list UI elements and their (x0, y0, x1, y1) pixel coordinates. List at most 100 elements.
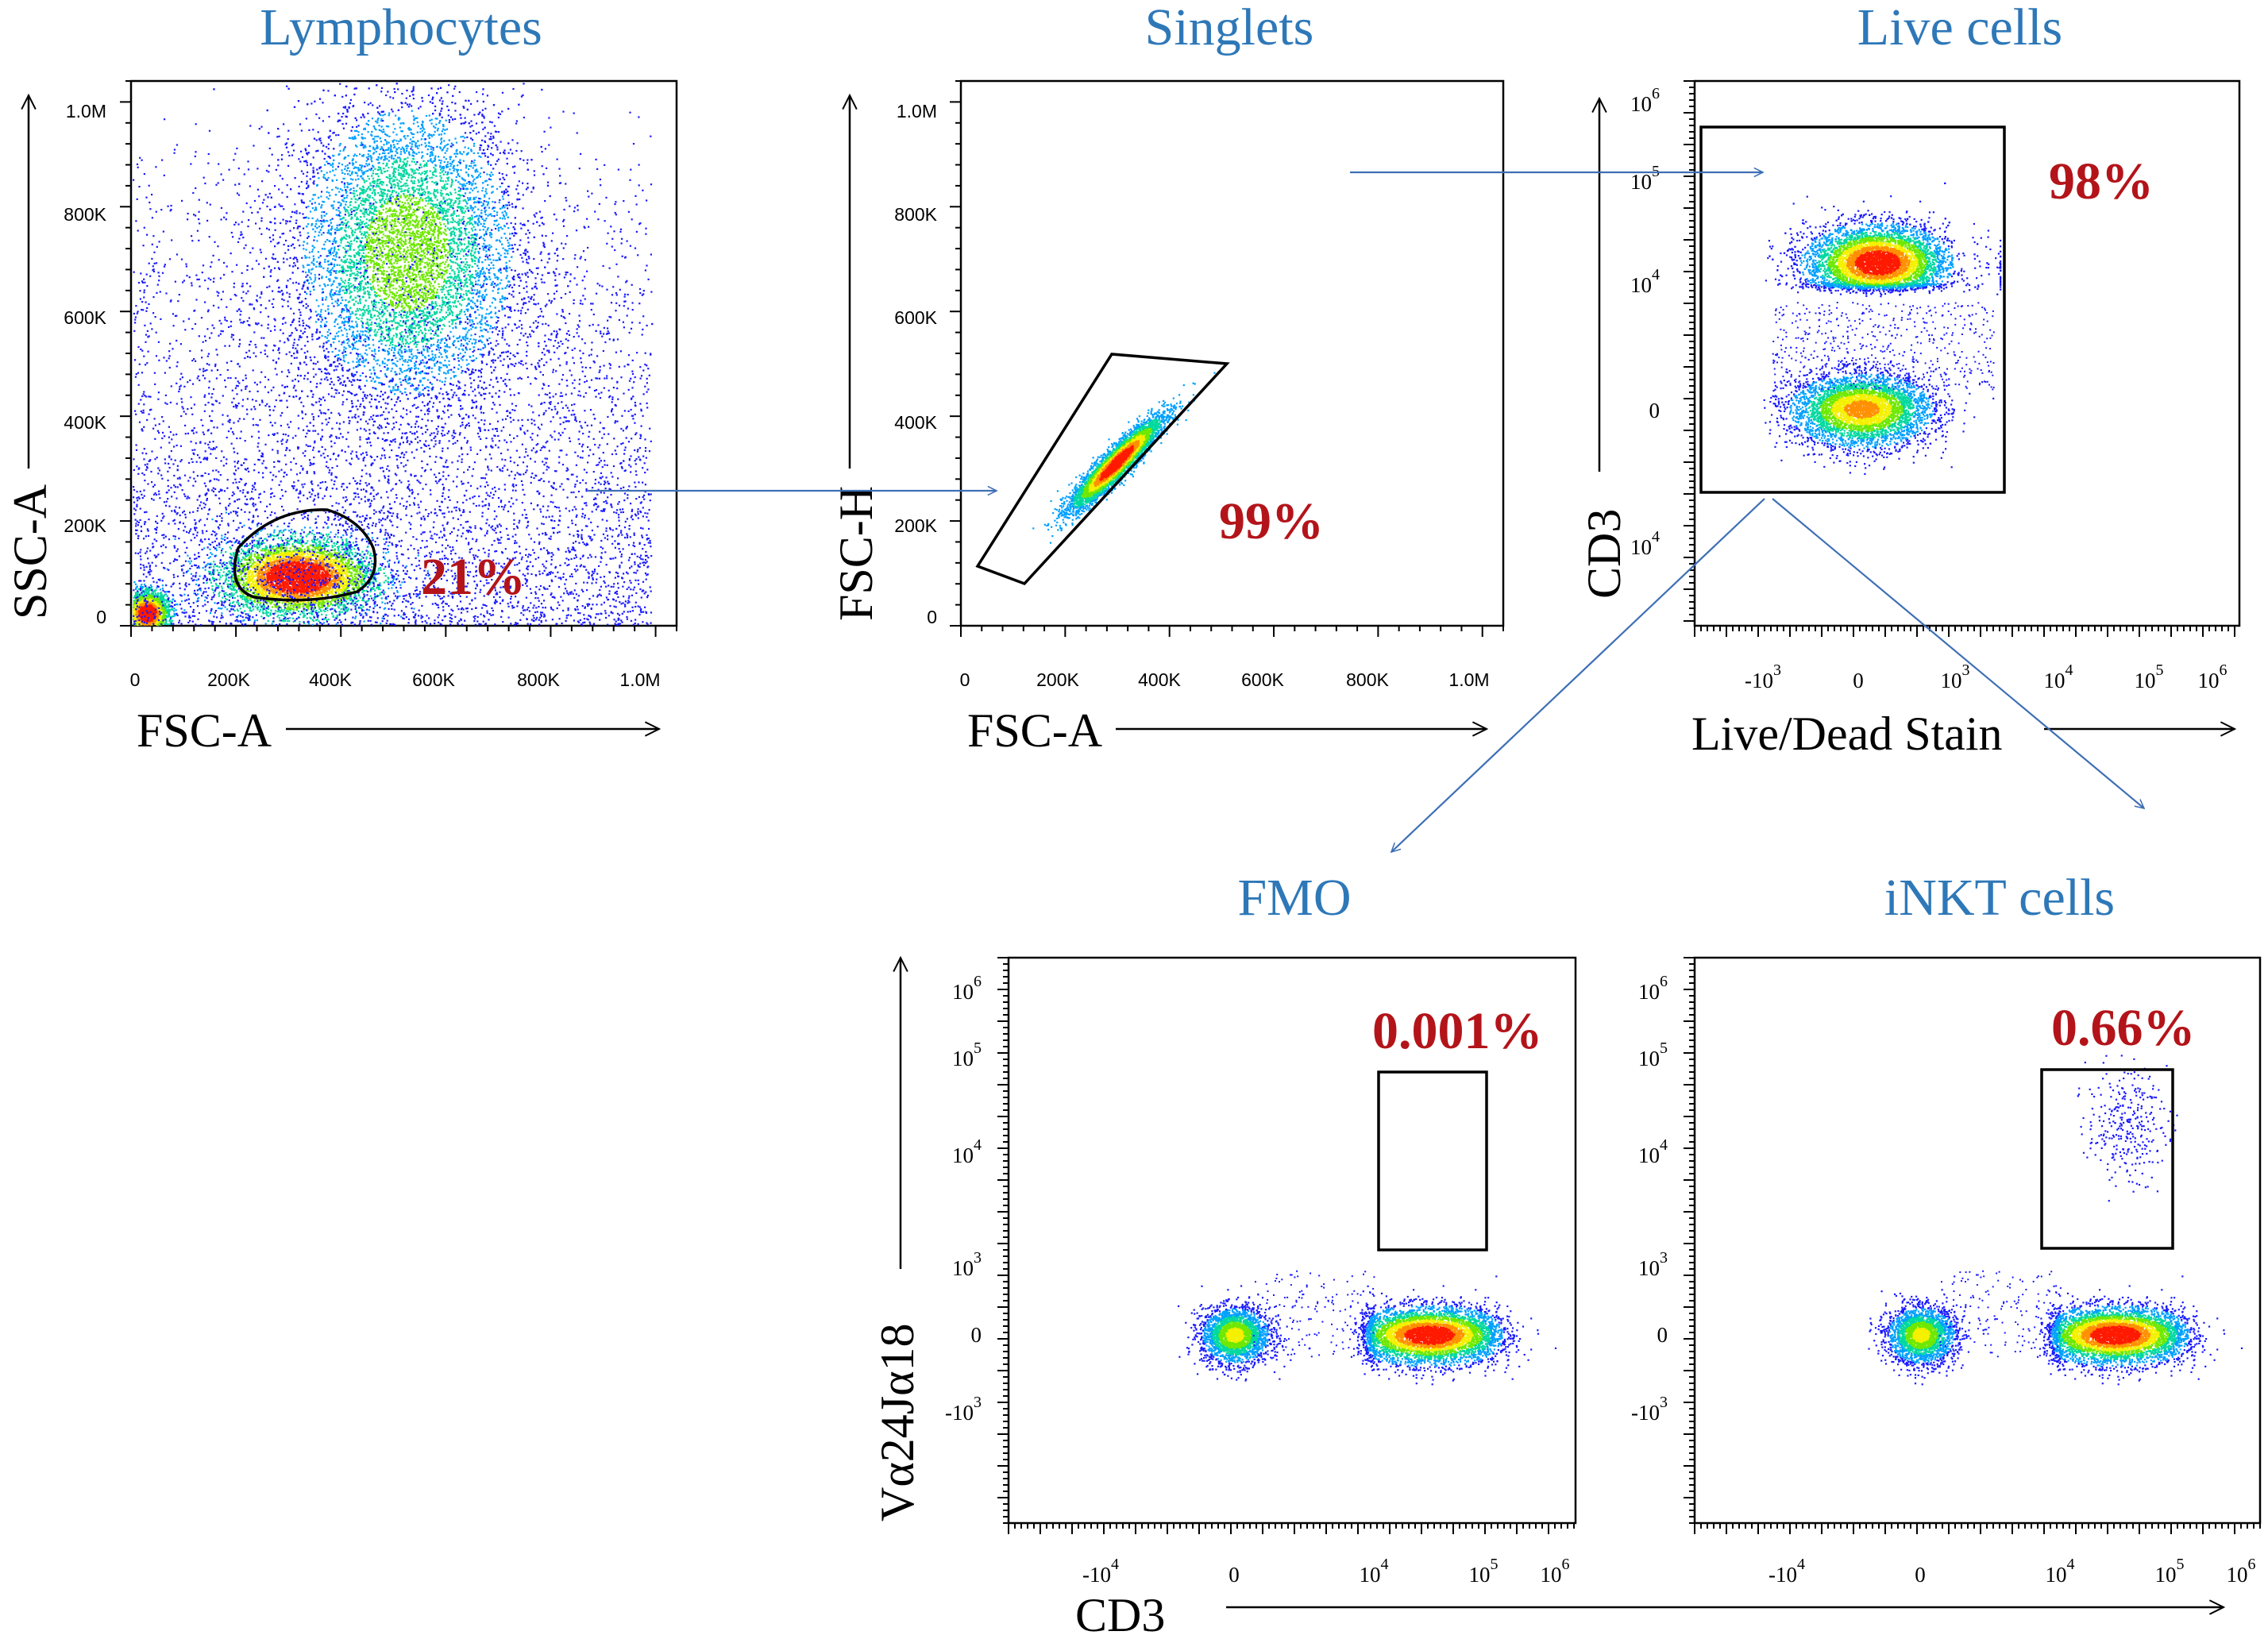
event-dot (353, 240, 355, 241)
event-dot (320, 314, 322, 315)
event-dot (422, 100, 423, 102)
event-dot (426, 187, 428, 189)
event-dot (244, 173, 245, 175)
event-dot (379, 105, 380, 106)
event-dot (453, 272, 455, 273)
event-dot (500, 377, 502, 379)
event-dot (326, 321, 327, 322)
event-dot (504, 253, 506, 254)
title-fmo: FMO (1237, 869, 1351, 927)
event-dot (372, 344, 374, 345)
event-dot (544, 200, 546, 202)
event-dot (330, 412, 332, 414)
event-dot (289, 293, 291, 295)
event-dot (365, 163, 367, 164)
event-dot (385, 303, 387, 304)
event-dot (365, 349, 367, 351)
dots-lymphocytes (133, 83, 653, 626)
event-dot (327, 331, 329, 333)
event-dot (407, 327, 409, 329)
event-dot (447, 372, 449, 374)
event-dot (526, 188, 527, 190)
event-dot (431, 314, 433, 316)
event-dot (411, 349, 412, 350)
event-dot (413, 123, 415, 125)
event-dot (316, 139, 318, 141)
event-dot (328, 393, 330, 395)
event-dot (535, 283, 537, 284)
event-dot (312, 207, 314, 209)
event-dot (364, 102, 365, 103)
title-live-cells: Live cells (1857, 0, 2062, 56)
event-dot (458, 270, 460, 272)
event-dot (440, 192, 442, 194)
event-dot (353, 266, 355, 268)
event-dot (403, 360, 404, 361)
event-dot (346, 259, 348, 260)
event-dot (425, 198, 426, 199)
event-dot (207, 163, 209, 164)
event-dot (311, 413, 313, 415)
event-dot (298, 367, 299, 368)
event-dot (240, 234, 241, 236)
event-dot (413, 192, 415, 194)
event-dot (499, 186, 501, 187)
event-dot (392, 368, 393, 369)
event-dot (470, 103, 472, 105)
event-dot (340, 150, 341, 152)
event-dot (280, 330, 281, 331)
event-dot (444, 133, 446, 134)
event-dot (505, 351, 507, 353)
event-dot (348, 417, 349, 418)
event-dot (432, 251, 434, 253)
event-dot (458, 215, 460, 217)
event-dot (499, 172, 500, 174)
event-dot (317, 361, 318, 363)
event-dot (394, 88, 395, 90)
event-dot (403, 232, 404, 233)
event-dot (347, 241, 349, 243)
event-dot (492, 142, 494, 144)
event-dot (321, 233, 322, 235)
event-dot (446, 391, 447, 393)
event-dot (502, 173, 503, 175)
event-dot (395, 134, 397, 136)
event-dot (432, 249, 434, 251)
event-dot (490, 136, 492, 137)
event-dot (406, 172, 407, 173)
event-dot (407, 157, 408, 159)
event-dot (395, 140, 397, 141)
event-dot (470, 182, 472, 183)
event-dot (419, 199, 421, 200)
event-dot (442, 426, 443, 428)
event-dot (445, 226, 446, 227)
event-dot (469, 220, 471, 222)
event-dot (388, 167, 389, 168)
event-dot (401, 222, 403, 223)
event-dot (430, 327, 431, 329)
event-dot (347, 432, 349, 434)
event-dot (349, 242, 350, 244)
event-dot (494, 326, 496, 328)
event-dot (326, 187, 328, 188)
event-dot (481, 318, 483, 320)
flow-cytometry-figure: Lymphocytes Singlets Live cells FMO iNKT… (0, 0, 2268, 1639)
event-dot (461, 153, 463, 155)
event-dot (339, 83, 341, 85)
event-dot (353, 190, 355, 191)
event-dot (352, 417, 353, 418)
event-dot (446, 287, 447, 288)
event-dot (456, 215, 457, 217)
event-dot (383, 321, 384, 322)
event-dot (460, 169, 461, 171)
event-dot (385, 94, 387, 96)
event-dot (502, 333, 503, 334)
event-dot (316, 299, 318, 301)
event-dot (284, 299, 285, 301)
event-dot (400, 289, 402, 291)
event-dot (461, 357, 462, 359)
event-dot (320, 223, 322, 225)
event-dot (463, 238, 465, 240)
event-dot (480, 210, 482, 211)
event-dot (276, 169, 277, 171)
